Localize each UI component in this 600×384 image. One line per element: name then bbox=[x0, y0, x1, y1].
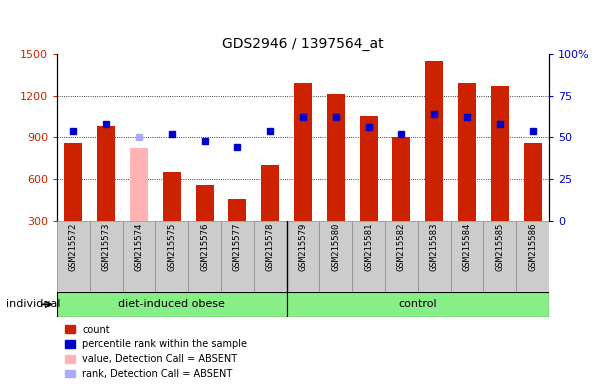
Bar bbox=[451, 221, 484, 292]
Bar bbox=[327, 94, 345, 221]
Text: GSM215574: GSM215574 bbox=[134, 223, 143, 271]
Bar bbox=[196, 185, 214, 221]
Bar bbox=[221, 221, 254, 292]
Text: GSM215584: GSM215584 bbox=[463, 223, 472, 271]
Bar bbox=[491, 86, 509, 221]
Bar bbox=[287, 292, 549, 317]
Bar bbox=[392, 137, 410, 221]
Text: GSM215583: GSM215583 bbox=[430, 223, 439, 271]
Bar bbox=[155, 221, 188, 292]
Legend: count, percentile rank within the sample, value, Detection Call = ABSENT, rank, : count, percentile rank within the sample… bbox=[65, 324, 247, 379]
Bar bbox=[359, 116, 377, 221]
Bar bbox=[130, 149, 148, 221]
Text: GSM215575: GSM215575 bbox=[167, 223, 176, 271]
Bar bbox=[254, 221, 287, 292]
Text: GSM215582: GSM215582 bbox=[397, 223, 406, 271]
Bar bbox=[319, 221, 352, 292]
Text: control: control bbox=[398, 299, 437, 310]
Title: GDS2946 / 1397564_at: GDS2946 / 1397564_at bbox=[222, 37, 384, 51]
Bar bbox=[163, 172, 181, 221]
Text: GSM215576: GSM215576 bbox=[200, 223, 209, 271]
Bar bbox=[516, 221, 549, 292]
Bar bbox=[97, 126, 115, 221]
Text: GSM215577: GSM215577 bbox=[233, 223, 242, 271]
Bar bbox=[90, 221, 122, 292]
Text: GSM215580: GSM215580 bbox=[331, 223, 340, 271]
Text: GSM215572: GSM215572 bbox=[69, 223, 78, 271]
Text: GSM215578: GSM215578 bbox=[266, 223, 275, 271]
Text: individual: individual bbox=[6, 299, 61, 310]
Text: GSM215573: GSM215573 bbox=[102, 223, 111, 271]
Bar bbox=[294, 83, 312, 221]
Bar bbox=[57, 221, 90, 292]
Text: GSM215579: GSM215579 bbox=[299, 223, 308, 271]
Text: GSM215581: GSM215581 bbox=[364, 223, 373, 271]
Bar bbox=[418, 221, 451, 292]
Bar bbox=[484, 221, 516, 292]
Bar bbox=[425, 61, 443, 221]
Text: GSM215585: GSM215585 bbox=[496, 223, 504, 271]
Bar bbox=[188, 221, 221, 292]
Bar bbox=[458, 83, 476, 221]
Text: diet-induced obese: diet-induced obese bbox=[118, 299, 225, 310]
Bar bbox=[64, 143, 82, 221]
Bar bbox=[261, 165, 279, 221]
Bar bbox=[287, 221, 319, 292]
Bar bbox=[122, 221, 155, 292]
Bar bbox=[57, 292, 287, 317]
Text: GSM215586: GSM215586 bbox=[528, 223, 537, 271]
Bar bbox=[524, 143, 542, 221]
Bar bbox=[385, 221, 418, 292]
Bar bbox=[352, 221, 385, 292]
Bar bbox=[229, 199, 247, 221]
